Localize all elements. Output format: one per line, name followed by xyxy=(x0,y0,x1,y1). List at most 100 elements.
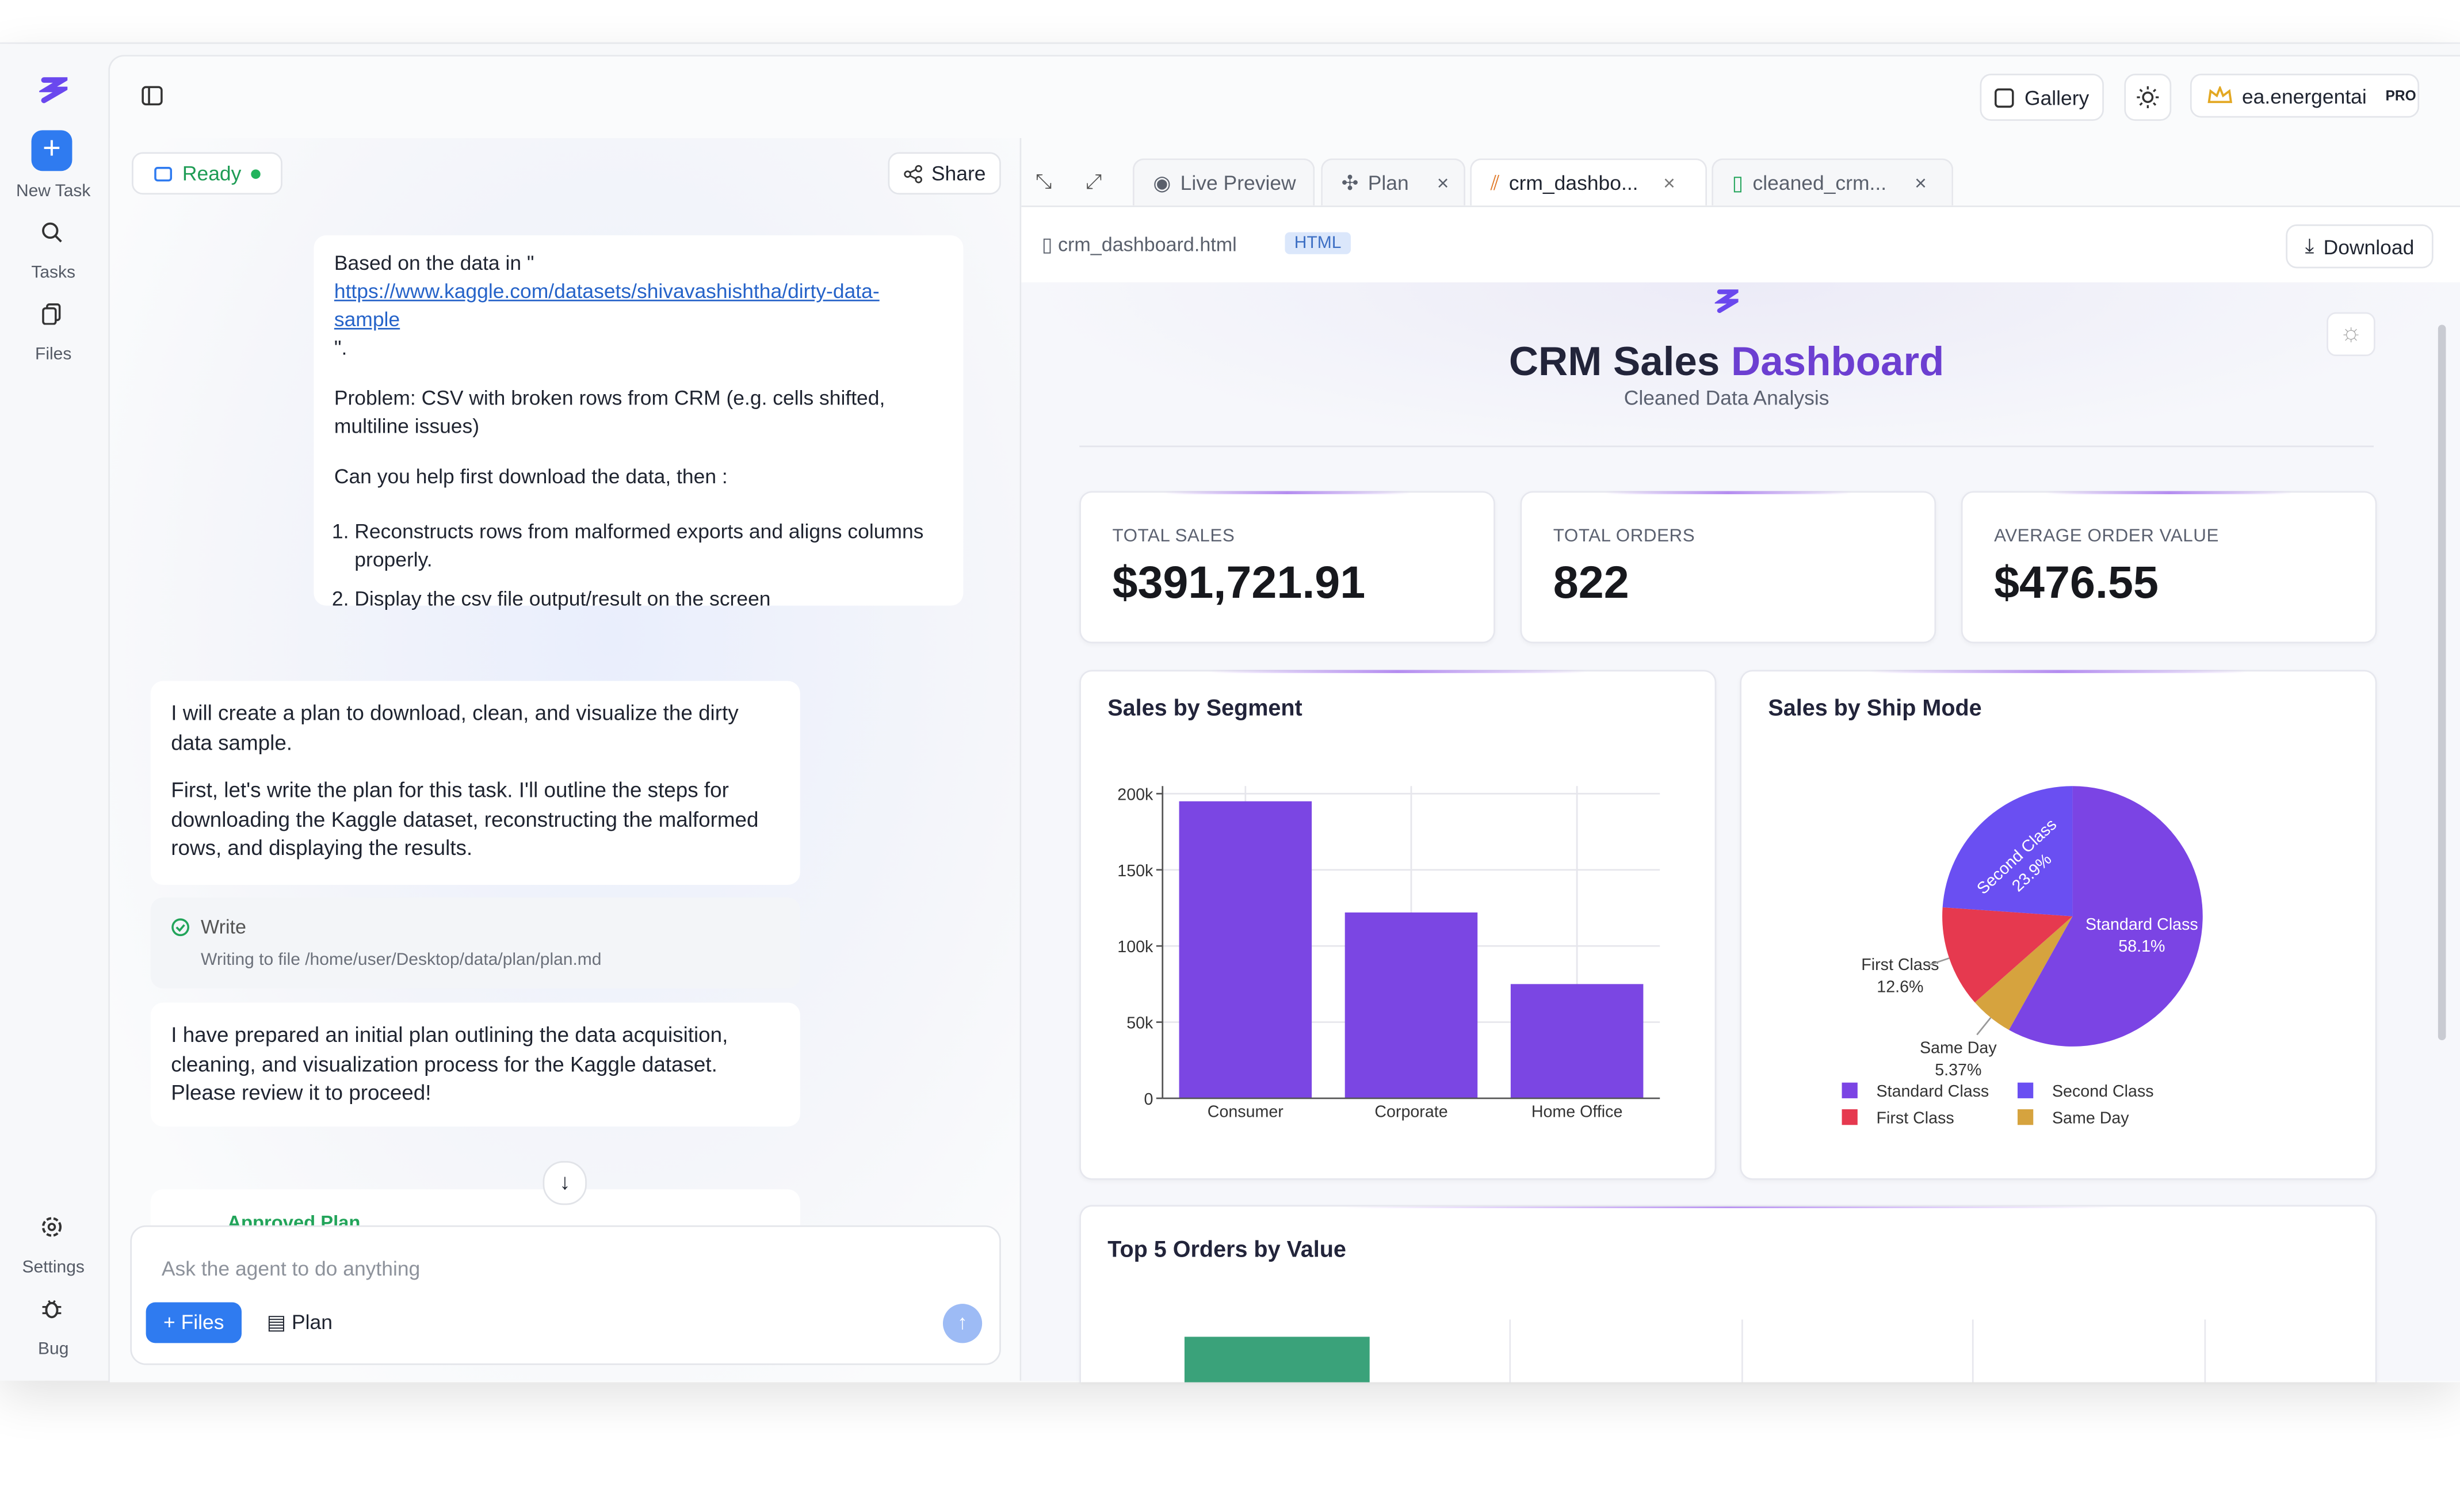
sidebar-label[interactable]: Files xyxy=(35,345,72,364)
legend-swatch xyxy=(1842,1109,1858,1125)
legend-swatch xyxy=(1842,1082,1858,1098)
approved-plan[interactable]: Approved Plan xyxy=(150,1189,800,1225)
message-step: Reconstructs rows from malformed exports… xyxy=(354,518,943,574)
chart-title: Sales by Ship Mode xyxy=(1768,696,1981,721)
sidebar-label[interactable]: Settings xyxy=(22,1258,85,1277)
slice-label: Same Day 5.37% xyxy=(1920,1039,1997,1079)
kpi-value: 822 xyxy=(1553,558,1629,609)
message-link[interactable]: https://www.kaggle.com/datasets/shivavas… xyxy=(334,279,880,331)
send-button[interactable]: ↑ xyxy=(942,1304,983,1343)
tab[interactable]: ▯ cleaned_crm... × xyxy=(1712,158,1954,206)
file-kind: HTML xyxy=(1285,232,1351,254)
preview-panel xyxy=(1019,138,2460,1381)
bar xyxy=(1510,984,1644,1098)
user-button[interactable]: ea.energentai PRO xyxy=(2190,74,2420,118)
bar-chart: Sales by Segment 0 50k 100k 150k 200k Consumer… xyxy=(1107,696,1660,1121)
user-message: Based on the data in " https://www.kaggl… xyxy=(314,235,964,610)
tab[interactable]: ◉ Live Preview xyxy=(1132,158,1315,206)
y-tick-label: 0 xyxy=(1144,1090,1153,1109)
legend-label: Same Day xyxy=(2052,1109,2129,1128)
y-tick-label: 50k xyxy=(1126,1014,1153,1032)
y-tick-label: 100k xyxy=(1117,938,1153,956)
bar xyxy=(1344,912,1478,1098)
scroll-down-button[interactable]: ↓ xyxy=(543,1161,587,1205)
files-button[interactable]: + Files xyxy=(146,1302,242,1343)
slice-name: Standard Class xyxy=(2085,915,2198,934)
share-label: Share xyxy=(931,161,986,185)
kpi-label: TOTAL ORDERS xyxy=(1553,527,1695,547)
sidebar-label: New Task xyxy=(16,182,91,201)
kpi-value: $476.55 xyxy=(1994,558,2159,609)
slice-label: Standard Class 58.1% xyxy=(2085,915,2198,956)
tab-label: cleaned_crm... xyxy=(1752,171,1887,195)
leader-line xyxy=(1976,1017,1992,1036)
message-text: Can you help first download the data, th… xyxy=(334,464,728,488)
kpi-value: $391,721.91 xyxy=(1112,558,1366,609)
sidebar-label[interactable]: Tasks xyxy=(31,264,76,282)
chart-card: Sales by Segment 0 50k 100k 150k 200k Consumer… xyxy=(1079,670,1717,1180)
legend-label: Standard Class xyxy=(1877,1082,1989,1101)
settings-icon[interactable] xyxy=(41,1216,63,1238)
status-label: Ready xyxy=(182,161,242,185)
share-button[interactable]: Share xyxy=(888,152,1001,195)
legend-swatch xyxy=(2017,1082,2034,1098)
input-placeholder: Ask the agent to do anything xyxy=(161,1257,421,1281)
chart-card: Top 5 Orders by Value xyxy=(1079,1205,2377,1383)
y-tick-label: 150k xyxy=(1117,862,1153,880)
legend-swatch xyxy=(2017,1109,2034,1125)
kpi-card: TOTAL ORDERS 822 xyxy=(1520,491,1936,644)
tab[interactable]: ✣ Plan × xyxy=(1321,158,1466,206)
theme-toggle[interactable]: ☼ xyxy=(2327,312,2375,357)
expand-icon[interactable]: ⤢ xyxy=(1086,169,1102,193)
scrollbar xyxy=(2438,324,2446,1041)
title-part: CRM Sales xyxy=(1508,337,1720,385)
slice-value: 58.1% xyxy=(2118,937,2165,956)
status-pill: Ready xyxy=(132,152,282,195)
slice-name: First Class xyxy=(1861,956,1939,974)
pie-chart: Sales by Ship Mode Standard Class 58.1% Sam… xyxy=(1768,696,2203,1128)
leader-line xyxy=(1928,957,1950,966)
bug-icon[interactable] xyxy=(41,1297,63,1319)
pie-slice xyxy=(1942,786,2073,917)
chart-card: Sales by Ship Mode Standard Class 58.1% Sam… xyxy=(1740,670,2377,1180)
x-tick-label: Corporate xyxy=(1374,1103,1447,1121)
slice-value: 12.6% xyxy=(1877,978,1923,996)
top-strip xyxy=(0,0,2460,44)
tab-label: Plan xyxy=(1367,171,1409,195)
tool-detail: Writing to file /home/user/Desktop/data/… xyxy=(201,950,602,970)
assistant-message: I will create a plan to download, clean,… xyxy=(150,681,800,885)
download-button[interactable]: ⤓ Download xyxy=(2286,224,2434,269)
pie-slice xyxy=(2008,786,2203,1047)
collapse-icon[interactable]: ⤡ xyxy=(1035,169,1052,193)
file-bar xyxy=(1021,205,2460,284)
slice-label: First Class 12.6% xyxy=(1861,956,1939,996)
kpi-label: TOTAL SALES xyxy=(1112,527,1235,547)
message-text: Based on the data in " xyxy=(334,251,534,275)
download-label: Download xyxy=(2323,234,2415,258)
title-part: Dashboard xyxy=(1731,337,1945,385)
plan-button[interactable]: ▤ Plan xyxy=(266,1310,333,1334)
kpi-label: AVERAGE ORDER VALUE xyxy=(1994,527,2219,547)
message-text: I have prepared an initial plan outlinin… xyxy=(171,1023,728,1105)
message-text: First, let's write the plan for this tas… xyxy=(171,778,759,860)
bar xyxy=(1179,801,1312,1098)
dashboard-title: CRM Sales Dashboard xyxy=(1236,337,2217,386)
slice-value: 5.37% xyxy=(1935,1061,1981,1079)
theme-button[interactable] xyxy=(2124,74,2172,121)
input-box[interactable]: Ask the agent to do anything + Files ▤ P… xyxy=(130,1225,1001,1365)
tool-call[interactable]: Write Writing to file /home/user/Desktop… xyxy=(150,897,800,989)
new-task-button[interactable]: + xyxy=(31,130,72,171)
search-icon[interactable] xyxy=(41,222,63,243)
tab[interactable]: ⫽ crm_dashbo... × xyxy=(1470,158,1708,206)
files-icon[interactable] xyxy=(41,303,63,325)
panel-toggle[interactable] xyxy=(141,85,163,106)
tab-label: crm_dashbo... xyxy=(1508,171,1638,195)
plan-badge: PRO xyxy=(2385,87,2416,104)
gallery-button[interactable]: Gallery xyxy=(1980,74,2104,121)
message-text: I will create a plan to download, clean,… xyxy=(171,701,739,754)
kpi-card: AVERAGE ORDER VALUE $476.55 xyxy=(1961,491,2377,644)
chart-title: Top 5 Orders by Value xyxy=(1107,1238,1346,1263)
sidebar-label[interactable]: Bug xyxy=(38,1339,69,1359)
